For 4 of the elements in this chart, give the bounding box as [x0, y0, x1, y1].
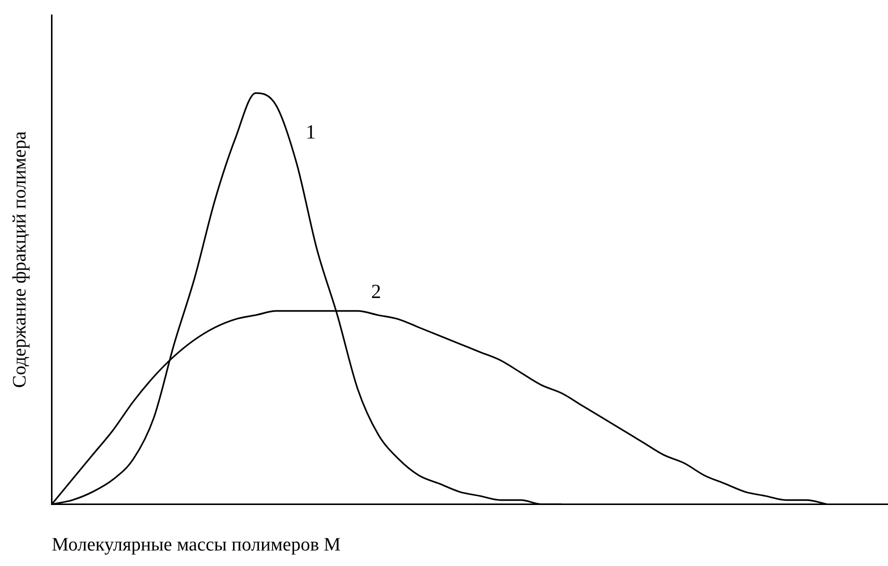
- x-axis-title: Молекулярные массы полимеров М: [52, 534, 341, 556]
- y-axis-title: Содержание фракций полимера: [9, 130, 30, 388]
- series-label: 1: [306, 121, 316, 144]
- series-label: 2: [371, 281, 382, 304]
